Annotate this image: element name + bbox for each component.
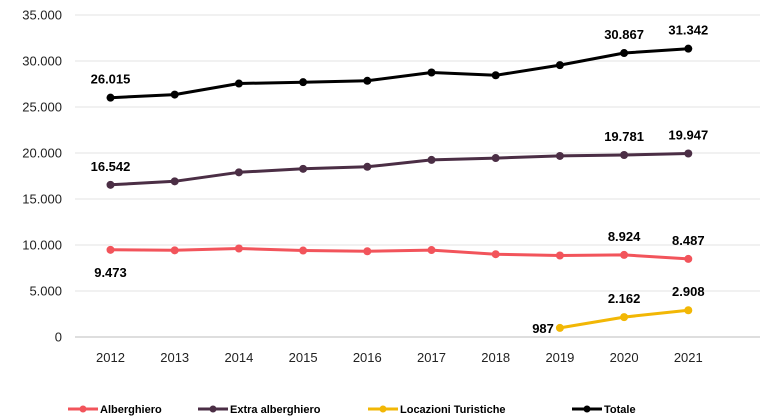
data-point — [106, 245, 115, 254]
data-point — [684, 306, 693, 315]
data-point — [170, 90, 179, 99]
legend-label: Alberghiero — [100, 404, 162, 416]
data-point — [620, 250, 629, 259]
data-point — [427, 155, 436, 164]
data-point — [170, 177, 179, 186]
x-tick-label: 2014 — [224, 350, 253, 365]
y-axis-ticks: 0 5.000 10.000 15.000 20.000 25.000 30.000 35.0… — [22, 8, 62, 345]
data-label: 30.867 — [604, 27, 644, 42]
data-label: 9.473 — [94, 265, 127, 280]
x-tick-label: 2012 — [96, 350, 125, 365]
data-point — [106, 93, 115, 102]
data-label: 987 — [532, 321, 554, 336]
series-lines — [110, 47, 689, 330]
series-line — [110, 152, 689, 187]
series-points — [106, 44, 693, 332]
x-tick-label: 2015 — [289, 350, 318, 365]
legend: Alberghiero Extra alberghiero Locazioni Tu… — [68, 404, 636, 416]
data-point — [620, 151, 629, 160]
legend-marker — [209, 405, 217, 413]
data-point — [620, 49, 629, 58]
legend-marker — [379, 405, 387, 413]
legend-marker — [583, 405, 591, 413]
data-point — [491, 154, 500, 163]
x-axis-ticks: 2012 2013 2014 2015 2016 2017 2018 2019 2020 2021 — [96, 350, 703, 365]
data-point — [491, 250, 500, 259]
x-tick-label: 2021 — [674, 350, 703, 365]
data-label: 26.015 — [91, 72, 131, 87]
x-tick-label: 2017 — [417, 350, 446, 365]
y-tick-label: 35.000 — [22, 8, 62, 23]
series-line — [110, 47, 689, 100]
legend-label: Totale — [604, 404, 636, 416]
y-tick-label: 0 — [55, 330, 62, 345]
data-label: 8.924 — [608, 229, 641, 244]
data-point — [427, 68, 436, 77]
data-point — [555, 323, 564, 332]
data-label: 19.781 — [604, 129, 644, 144]
data-label: 19.947 — [668, 127, 708, 142]
data-label: 2.908 — [672, 284, 705, 299]
data-label: 31.342 — [668, 23, 708, 38]
data-point — [427, 246, 436, 255]
data-point — [299, 164, 308, 173]
y-tick-label: 15.000 — [22, 192, 62, 207]
data-label: 16.542 — [91, 159, 131, 174]
data-label: 8.487 — [672, 233, 705, 248]
x-tick-label: 2018 — [481, 350, 510, 365]
data-point — [234, 79, 243, 88]
data-point — [234, 168, 243, 177]
y-tick-label: 10.000 — [22, 238, 62, 253]
data-point — [299, 246, 308, 255]
data-point — [363, 162, 372, 171]
data-point — [684, 44, 693, 53]
data-point — [555, 251, 564, 260]
data-point — [363, 247, 372, 256]
y-tick-label: 5.000 — [29, 284, 62, 299]
gridlines — [75, 14, 760, 338]
data-point — [363, 76, 372, 85]
data-point — [299, 78, 308, 87]
y-tick-label: 30.000 — [22, 54, 62, 69]
legend-marker — [79, 405, 87, 413]
data-point — [684, 254, 693, 263]
data-point — [620, 313, 629, 322]
x-tick-label: 2020 — [610, 350, 639, 365]
data-point — [170, 246, 179, 255]
data-label: 2.162 — [608, 291, 641, 306]
data-point — [234, 244, 243, 253]
y-tick-label: 25.000 — [22, 100, 62, 115]
x-tick-label: 2013 — [160, 350, 189, 365]
legend-label: Extra alberghiero — [230, 404, 321, 416]
data-point — [491, 71, 500, 80]
data-point — [555, 61, 564, 70]
data-point — [555, 151, 564, 160]
data-labels: 9.473 8.924 8.487 16.542 19.781 19.947 987 2.16… — [91, 23, 709, 336]
series-line — [110, 247, 689, 261]
x-tick-label: 2019 — [545, 350, 574, 365]
y-tick-label: 20.000 — [22, 146, 62, 161]
data-point — [106, 180, 115, 189]
data-point — [684, 149, 693, 158]
x-tick-label: 2016 — [353, 350, 382, 365]
legend-label: Locazioni Turistiche — [400, 404, 506, 416]
